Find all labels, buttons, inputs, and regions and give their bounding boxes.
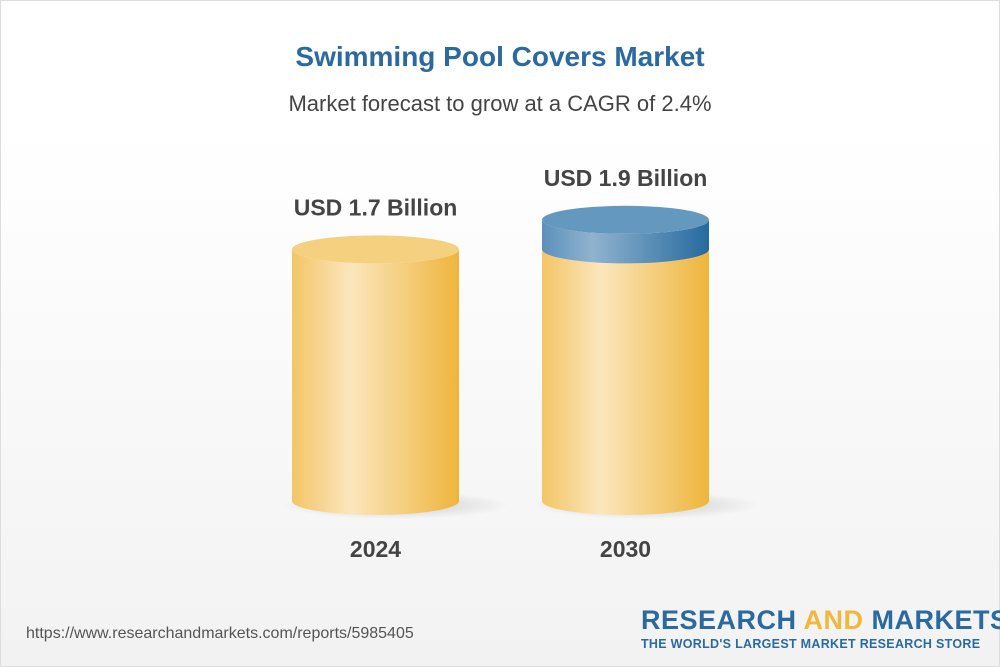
logo-and: AND [803,605,864,635]
report-url[interactable]: https://www.researchandmarkets.com/repor… [26,625,414,642]
chart-title: Swimming Pool Covers Market [295,41,705,72]
cylinder-body-base-2030 [542,249,709,515]
chart-subtitle: Market forecast to grow at a CAGR of 2.4… [288,91,712,116]
logo-markets: MARKETS [863,605,1000,635]
cylinder-body-2024 [292,249,460,515]
logo-tagline: THE WORLD'S LARGEST MARKET RESEARCH STOR… [641,637,981,651]
cylinder-top-2024 [292,235,459,264]
cylinder-top-2030 [542,205,709,234]
category-label: 2030 [600,536,651,562]
data-label: USD 1.7 Billion [294,194,458,220]
category-label: 2024 [350,536,401,562]
data-label: USD 1.9 Billion [544,165,708,191]
research-and-markets-logo: RESEARCH AND MARKETS THE WORLD'S LARGEST… [641,605,1000,651]
logo-research: RESEARCH [641,605,804,635]
cylinder-body-growth-2030 [542,219,709,264]
